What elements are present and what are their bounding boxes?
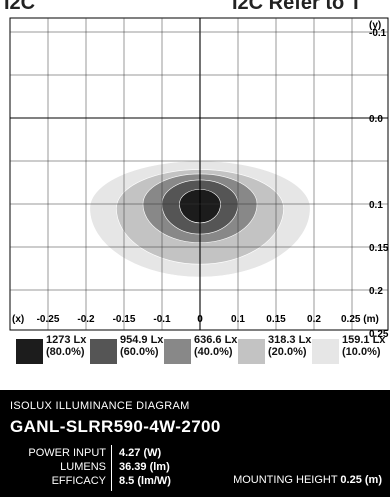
x-tick-label: -0.25	[37, 314, 60, 325]
efficacy-value: 8.5 (lm/W)	[119, 475, 171, 487]
labels-layer: (x) (y) -0.25 -0.2 -0.15 -0.1 0 0.1 0.15 0.2 0.25 …	[12, 20, 389, 340]
x-tick-label: 0.25 (m)	[341, 314, 379, 325]
legend-label: 636.6 Lx (40.0%)	[194, 334, 237, 358]
x-tick-label: 0.2	[307, 314, 321, 325]
y-tick-label: 0.25	[369, 329, 389, 340]
legend-label: 159.1 Lx (10.0%)	[342, 334, 385, 358]
isolux-chart: (x) (y) -0.25 -0.2 -0.15 -0.1 0 0.1 0.15 0.2 0.25 …	[9, 17, 389, 340]
legend-percent: (20.0%)	[268, 346, 307, 358]
legend: 1273 Lx (80.0%) 954.9 Lx (60.0%) 636.6 Lx (40…	[10, 334, 390, 386]
legend-percent: (80.0%)	[46, 346, 85, 358]
header-strip: I2C I2C Refer to T	[0, 0, 390, 18]
y-unit-label: (y)	[369, 20, 381, 31]
legend-label: 318.3 Lx (20.0%)	[268, 334, 311, 358]
legend-swatch	[90, 339, 117, 364]
mounting-height: MOUNTING HEIGHT 0.25 (m)	[233, 474, 382, 486]
diagram-title: ISOLUX ILLUMINANCE DIAGRAM	[10, 400, 190, 412]
lumens-label: LUMENS	[60, 461, 106, 473]
efficacy-label: EFFICACY	[51, 475, 106, 487]
header-right-text: I2C Refer to T	[232, 0, 363, 14]
legend-lux: 1273 Lx	[46, 334, 87, 346]
legend-lux: 636.6 Lx	[194, 334, 238, 346]
mount-label: MOUNTING HEIGHT	[233, 474, 338, 486]
legend-label: 954.9 Lx (60.0%)	[120, 334, 163, 358]
y-tick-label: 0.15	[369, 243, 389, 254]
x-tick-label: 0.15	[266, 314, 286, 325]
x-tick-label: 0.1	[231, 314, 245, 325]
legend-percent: (40.0%)	[194, 346, 233, 358]
grid-layer	[9, 17, 389, 331]
legend-swatch	[164, 339, 191, 364]
lumens-value: 36.39 (lm)	[119, 461, 170, 473]
legend-percent: (10.0%)	[342, 346, 381, 358]
y-tick-label: 0.2	[369, 286, 383, 297]
power-label: POWER INPUT	[28, 447, 106, 459]
legend-swatch	[16, 339, 43, 364]
legend-lux: 159.1 Lx	[342, 334, 386, 346]
y-tick-label: -0.1	[369, 28, 387, 39]
legend-swatch	[238, 339, 265, 364]
legend-swatch	[312, 339, 339, 364]
mount-value: 0.25 (m)	[340, 474, 382, 486]
info-panel: ISOLUX ILLUMINANCE DIAGRAM GANL-SLRR590-…	[0, 390, 390, 497]
x-tick-label: -0.2	[77, 314, 95, 325]
y-tick-label: 0.0	[369, 114, 383, 125]
power-value: 4.27 (W)	[119, 447, 162, 459]
x-tick-label: -0.1	[153, 314, 171, 325]
legend-lux: 954.9 Lx	[120, 334, 164, 346]
legend-lux: 318.3 Lx	[268, 334, 312, 346]
x-unit-label: (x)	[12, 314, 24, 325]
model-name: GANL-SLRR590-4W-2700	[10, 417, 221, 436]
spec-divider	[111, 445, 112, 491]
legend-percent: (60.0%)	[120, 346, 159, 358]
x-tick-label: 0	[197, 314, 203, 325]
y-tick-label: 0.1	[369, 200, 383, 211]
header-left-text: I2C	[4, 0, 36, 14]
x-tick-label: -0.15	[113, 314, 136, 325]
legend-label: 1273 Lx (80.0%)	[46, 334, 86, 358]
plot-frame	[9, 17, 389, 331]
